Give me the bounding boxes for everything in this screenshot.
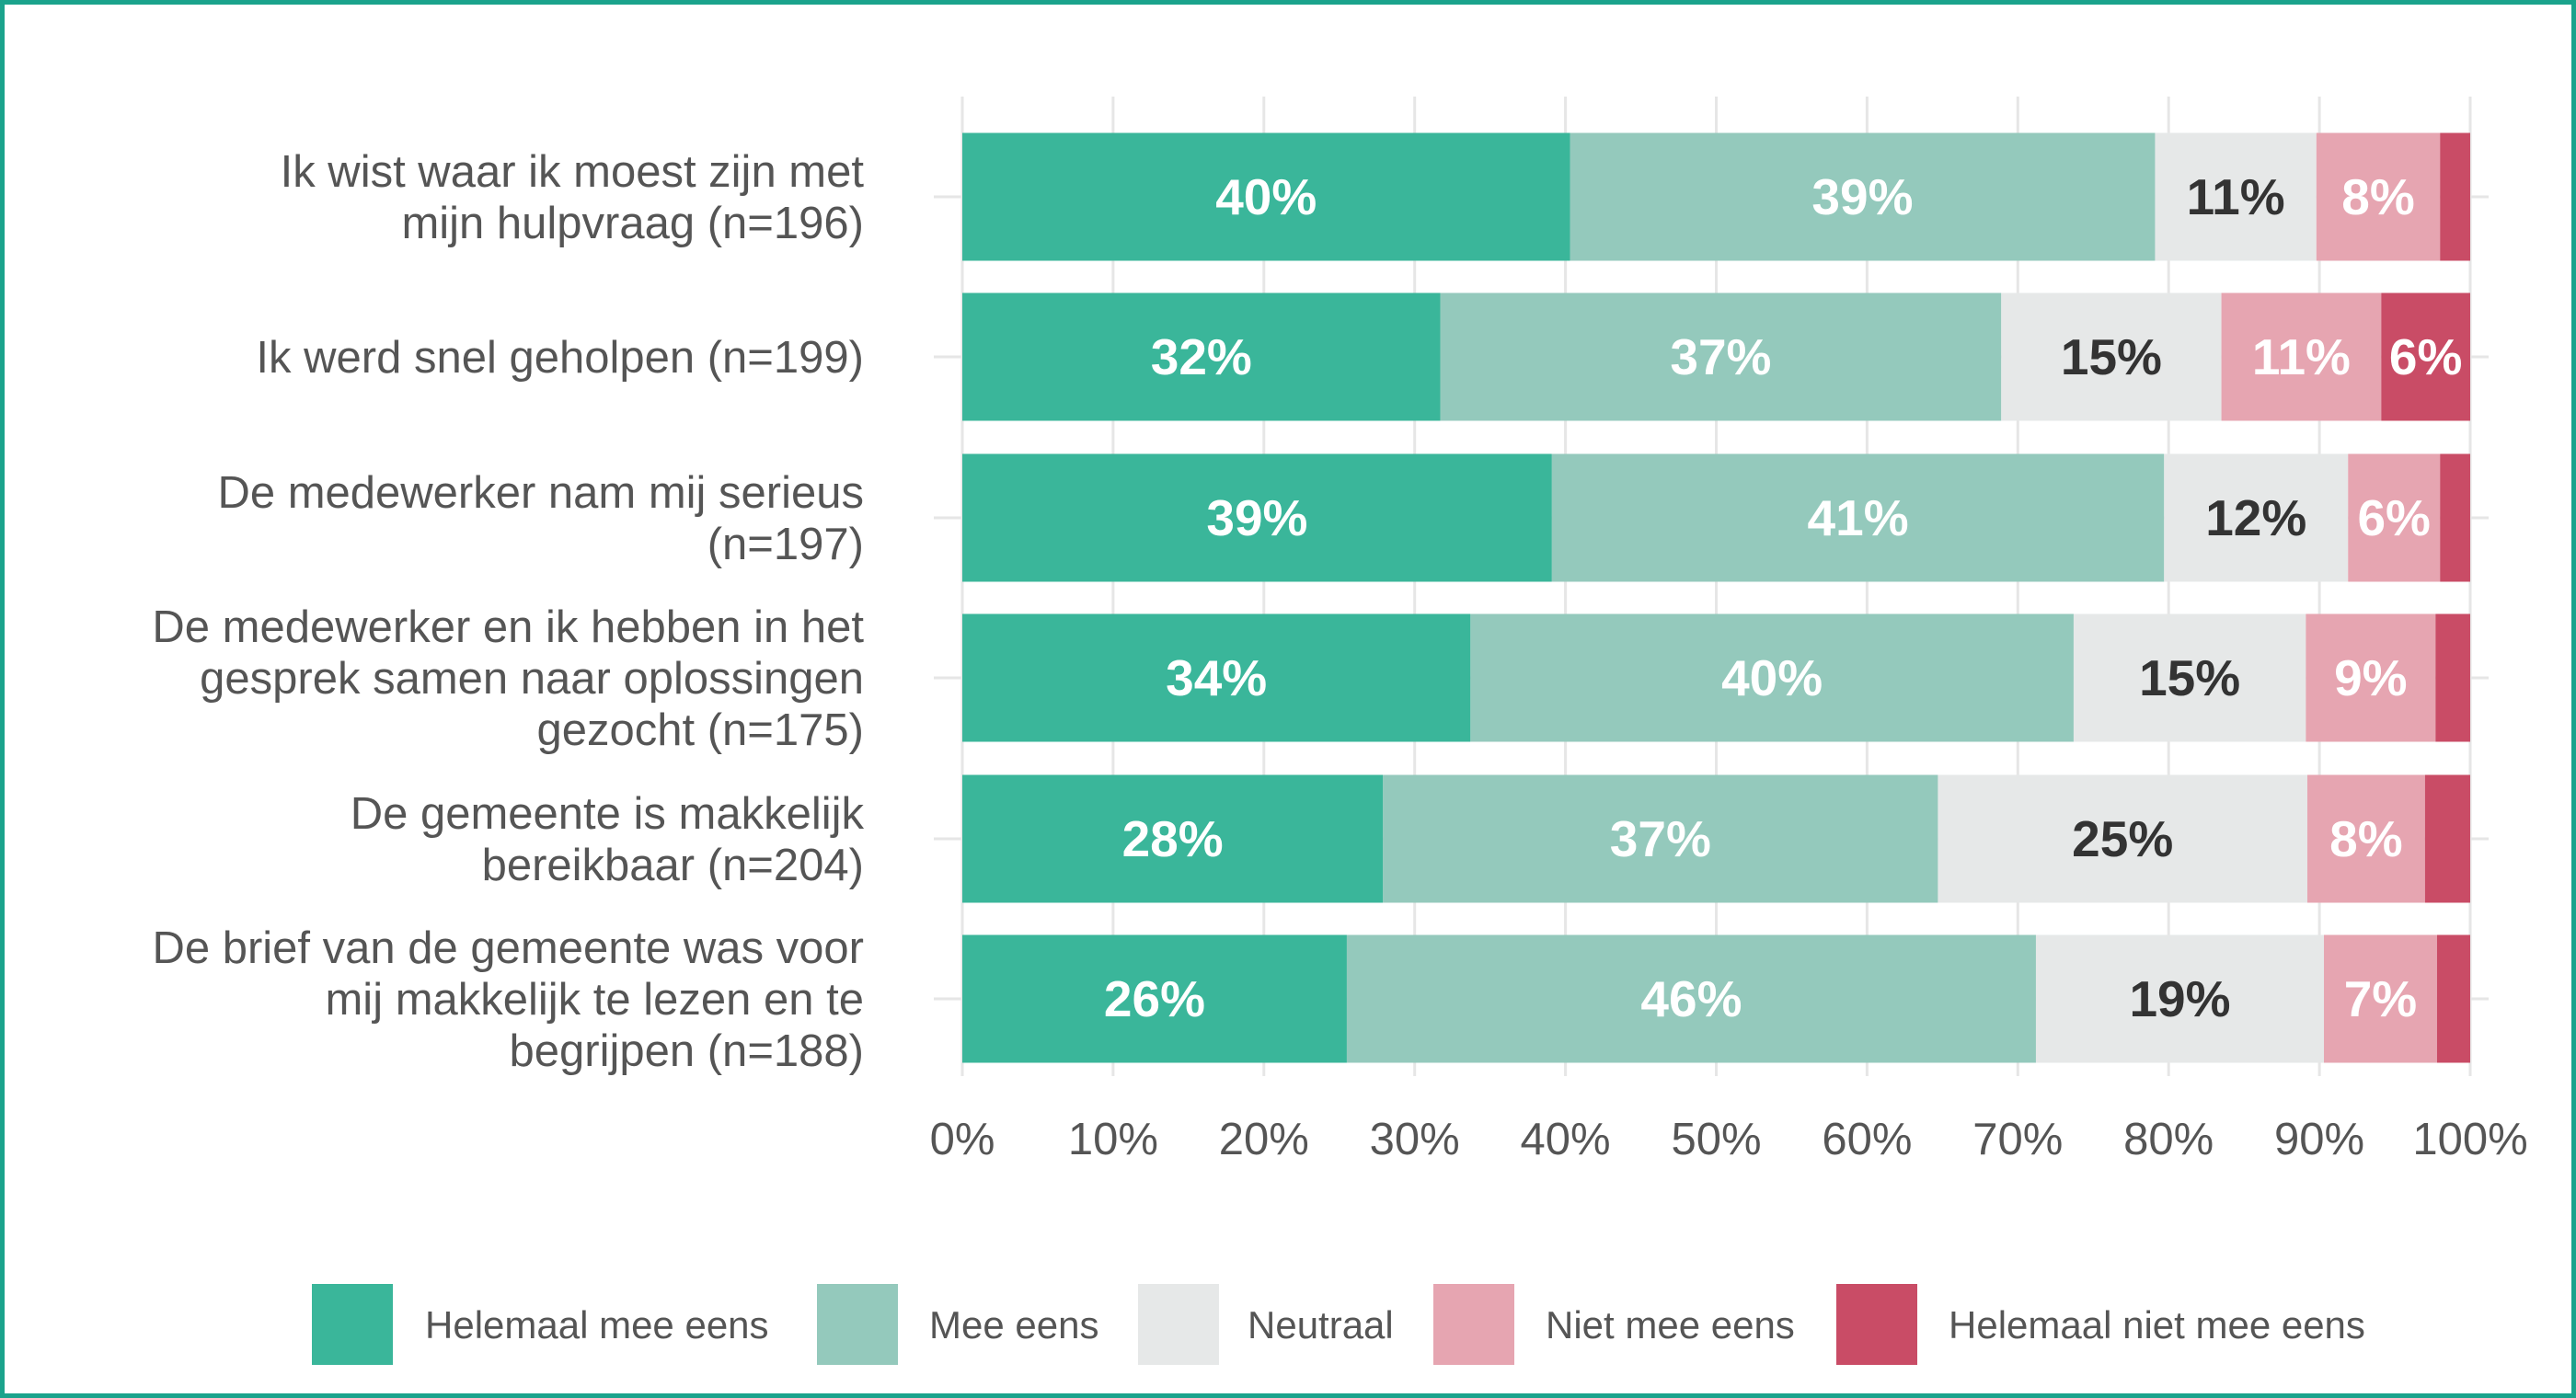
bar-value-label: 8% — [2329, 810, 2403, 867]
bar-segment — [2348, 453, 2441, 582]
x-tick-label: 40% — [1521, 1115, 1611, 1164]
legend-swatch — [1138, 1284, 1219, 1365]
bar-segment — [2164, 453, 2349, 582]
bar-segment — [1938, 774, 2307, 903]
bar-value-label: 11% — [2252, 328, 2351, 385]
bar-value-label: 32% — [1151, 328, 1252, 385]
bar-segment — [2073, 613, 2306, 742]
bar-value-label: 15% — [2139, 649, 2240, 706]
bar-value-label: 39% — [1206, 489, 1307, 546]
bar-segment — [2436, 934, 2470, 1063]
bar-value-label: 25% — [2072, 810, 2173, 867]
x-tick-label: 10% — [1068, 1115, 1158, 1164]
legend-label: Niet mee eens — [1546, 1303, 1795, 1346]
x-tick-label: 20% — [1219, 1115, 1309, 1164]
bar-segment — [1570, 132, 2156, 261]
bar-value-label: 28% — [1122, 810, 1224, 867]
bar-value-label: 46% — [1640, 970, 1742, 1027]
legend-swatch — [1836, 1284, 1917, 1365]
bar-value-label: 37% — [1610, 810, 1711, 867]
bars: 40% 39% 11% 8% 32% 37% 15% 11% 6% 39% 41% 12% 6% 34% 4… — [962, 132, 2470, 1063]
category-label: De gemeente is makkelijk bereikbaar (n=20… — [351, 789, 865, 890]
x-tick-label: 70% — [1972, 1115, 2063, 1164]
legend-item: Mee eens — [817, 1284, 1098, 1365]
bar-segment — [962, 292, 1441, 421]
bar-segment — [962, 453, 1552, 582]
legend: Helemaal mee eens Mee eens Neutraal Niet me… — [312, 1284, 2365, 1365]
bar-value-label: 39% — [1811, 168, 1913, 225]
x-tick-label: 60% — [1822, 1115, 1912, 1164]
legend-item: Helemaal mee eens — [312, 1284, 769, 1365]
bar-value-label: 15% — [2061, 328, 2162, 385]
bar-segment — [2221, 292, 2382, 421]
bar-value-label: 34% — [1166, 649, 1267, 706]
bar-segment — [2324, 934, 2437, 1063]
bar-value-label: 41% — [1808, 489, 1909, 546]
bar-segment — [1551, 453, 2165, 582]
bar-segment — [2035, 934, 2325, 1063]
legend-swatch — [312, 1284, 393, 1365]
bar-segment — [962, 934, 1347, 1063]
category-labels: Ik wist waar ik moest zijn met mijn hulpv… — [152, 147, 864, 1076]
category-label: Ik werd snel geholpen (n=199) — [256, 333, 864, 383]
bar-value-label: 19% — [2129, 970, 2230, 1027]
bar-segment — [1383, 774, 1938, 903]
category-label: De medewerker en ik hebben in het gesprek… — [152, 602, 864, 755]
bar-value-label: 9% — [2334, 649, 2408, 706]
x-tick-label: 90% — [2274, 1115, 2364, 1164]
bar-value-label: 8% — [2341, 168, 2415, 225]
bar-value-label: 11% — [2187, 168, 2285, 225]
legend-item: Helemaal niet mee eens — [1836, 1284, 2365, 1365]
category-label: De brief van de gemeente was voor mij mak… — [152, 923, 864, 1076]
bar-value-label: 12% — [2205, 489, 2306, 546]
bar-segment — [2424, 774, 2470, 903]
bar-value-label: 37% — [1670, 328, 1771, 385]
bar-segment — [2440, 453, 2470, 582]
bar-value-label: 26% — [1104, 970, 1205, 1027]
bar-segment — [2381, 292, 2470, 421]
legend-label: Neutraal — [1248, 1303, 1394, 1346]
bar-value-label: 40% — [1215, 168, 1317, 225]
legend-label: Helemaal mee eens — [425, 1303, 769, 1346]
legend-item: Neutraal — [1138, 1284, 1394, 1365]
bar-value-label: 7% — [2344, 970, 2418, 1027]
x-tick-label: 100% — [2412, 1115, 2527, 1164]
legend-label: Helemaal niet mee eens — [1949, 1303, 2365, 1346]
bar-segment — [2306, 613, 2436, 742]
x-tick-label: 0% — [930, 1115, 995, 1164]
bar-segment — [2001, 292, 2222, 421]
stacked-bar-chart: 40% 39% 11% 8% 32% 37% 15% 11% 6% 39% 41% 12% 6% 34% 4… — [152, 97, 2528, 1365]
bar-segment — [2155, 132, 2317, 261]
bar-value-label: 6% — [2389, 328, 2463, 385]
bar-segment — [962, 774, 1384, 903]
x-tick-label: 30% — [1370, 1115, 1460, 1164]
bar-segment — [2316, 132, 2441, 261]
bar-segment — [2435, 613, 2470, 742]
category-label: Ik wist waar ik moest zijn met mijn hulpv… — [281, 147, 865, 248]
x-axis-ticks: 0% 10% 20% 30% 40% 50% 60% 70% 80% 90% 100% — [930, 1115, 2528, 1164]
bar-segment — [1346, 934, 2036, 1063]
bar-segment — [962, 132, 1570, 261]
x-tick-label: 80% — [2123, 1115, 2214, 1164]
bar-segment — [2306, 774, 2425, 903]
legend-swatch — [817, 1284, 898, 1365]
bar-segment — [1440, 292, 2002, 421]
legend-swatch — [1433, 1284, 1514, 1365]
legend-label: Mee eens — [929, 1303, 1098, 1346]
bar-segment — [962, 613, 1471, 742]
bar-value-label: 40% — [1721, 649, 1823, 706]
category-label: De medewerker nam mij serieus (n=197) — [217, 468, 864, 569]
bar-segment — [2440, 132, 2470, 261]
legend-item: Niet mee eens — [1433, 1284, 1795, 1365]
bar-value-label: 6% — [2357, 489, 2431, 546]
bar-segment — [1470, 613, 2074, 742]
x-tick-label: 50% — [1671, 1115, 1761, 1164]
